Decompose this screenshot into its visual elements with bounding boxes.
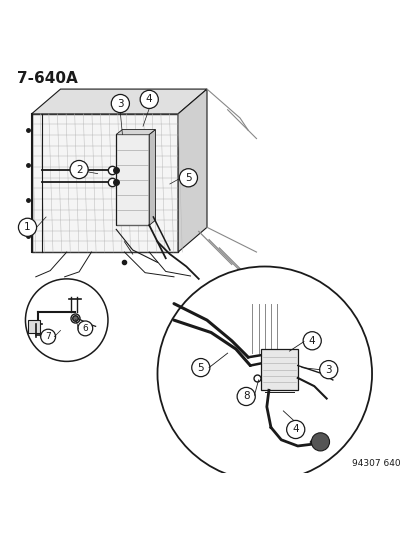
Text: 1: 1 [24, 222, 31, 232]
Circle shape [140, 90, 158, 109]
Polygon shape [178, 89, 206, 252]
Circle shape [157, 266, 371, 481]
Text: 8: 8 [242, 391, 249, 401]
Circle shape [179, 169, 197, 187]
Circle shape [25, 279, 108, 361]
Text: 3: 3 [117, 99, 123, 109]
Circle shape [40, 329, 55, 344]
Circle shape [191, 359, 209, 377]
Circle shape [302, 332, 320, 350]
Text: 3: 3 [325, 365, 331, 375]
Circle shape [311, 433, 329, 451]
Circle shape [111, 94, 129, 112]
Text: 7: 7 [45, 332, 51, 341]
Text: 2: 2 [76, 165, 82, 174]
Polygon shape [116, 130, 155, 134]
Text: 5: 5 [197, 362, 204, 373]
Circle shape [78, 321, 93, 336]
Circle shape [237, 387, 255, 406]
Polygon shape [31, 114, 178, 252]
Polygon shape [31, 89, 206, 114]
Text: 7-640A: 7-640A [17, 70, 78, 85]
Text: 6: 6 [82, 324, 88, 333]
Text: 94307 640: 94307 640 [351, 459, 400, 468]
Polygon shape [27, 320, 40, 333]
Circle shape [70, 160, 88, 179]
Circle shape [286, 421, 304, 439]
Circle shape [319, 361, 337, 379]
Text: 4: 4 [308, 336, 315, 346]
Polygon shape [260, 349, 297, 390]
Text: 4: 4 [292, 424, 298, 434]
Polygon shape [149, 130, 155, 225]
Circle shape [19, 218, 36, 236]
Text: 4: 4 [145, 94, 152, 104]
Polygon shape [116, 134, 149, 225]
Text: 5: 5 [185, 173, 191, 183]
